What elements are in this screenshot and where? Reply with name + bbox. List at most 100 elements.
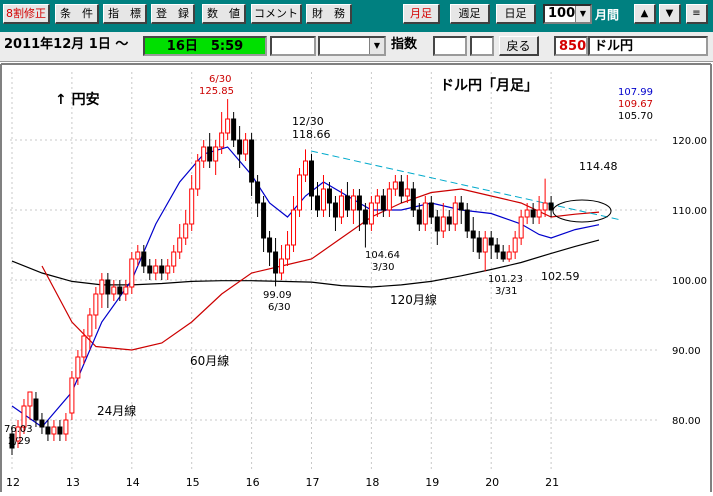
candle-body: [434, 216, 440, 232]
candle-body: [273, 251, 279, 274]
candle-body: [482, 237, 488, 253]
x-tick-label: 21: [545, 476, 559, 489]
candle-body: [452, 202, 458, 225]
ma24-label: 24月線: [97, 403, 136, 418]
candle-body: [249, 139, 255, 183]
candle-body: [500, 251, 506, 260]
chevron-down-icon: ▼: [575, 6, 590, 22]
chevron-down-icon: ▼: [369, 38, 384, 54]
date-range-text: 2011年12月 1日 〜: [4, 37, 129, 52]
comment-button[interactable]: コメント: [251, 4, 302, 24]
ma60-label: 60月線: [190, 353, 229, 368]
index-select[interactable]: ▼: [318, 36, 386, 56]
weekly-button[interactable]: 週足: [450, 4, 490, 24]
candle-body: [27, 391, 33, 407]
low4-value-label: 102.59: [541, 270, 580, 283]
candle-body: [344, 195, 350, 211]
candle-body: [213, 146, 219, 162]
candle-body: [171, 251, 177, 267]
low1-value-label: 104.64: [365, 250, 400, 261]
monthly-button[interactable]: 月足: [403, 4, 440, 24]
candle-body: [243, 139, 249, 155]
candle-body: [117, 286, 123, 295]
scroll-down-button[interactable]: ▼: [659, 4, 681, 24]
candle-body: [362, 209, 368, 225]
legend-ma60: 109.67: [618, 99, 653, 110]
high-value-label: 125.85: [199, 86, 234, 97]
low3-value-label: 101.23: [488, 274, 523, 285]
candle-body: [506, 251, 512, 260]
candle-body: [530, 209, 536, 218]
symbol-name: ドル円: [588, 36, 708, 56]
low2-date-label: 6/30: [268, 302, 290, 313]
candle-body: [291, 209, 297, 246]
x-tick-label: 13: [66, 476, 80, 489]
resistance-trendline: [310, 150, 622, 221]
candle-body: [57, 426, 63, 435]
low3-date-label: 3/31: [495, 286, 517, 297]
candle-body: [518, 216, 524, 239]
candle-body: [512, 237, 518, 253]
candle-body: [416, 209, 422, 225]
highlight-ellipse: [552, 199, 612, 223]
chart-area[interactable]: ↑ 円安 ドル円「月足」 107.99 109.67 105.70 6/30 1…: [0, 62, 713, 492]
candle-body: [69, 377, 75, 414]
chart-title: ドル円「月足」: [440, 77, 538, 94]
candle-body: [183, 223, 189, 239]
ma120-line: [11, 239, 600, 288]
candle-body: [374, 195, 380, 204]
bottom-value-label: 76.03: [4, 424, 33, 435]
legend-ma120: 105.70: [618, 111, 653, 122]
candle-body: [488, 237, 494, 246]
candle-body: [470, 230, 476, 239]
recent-high-label: 114.48: [579, 160, 618, 173]
symbol-code[interactable]: 850: [554, 36, 588, 56]
values-button[interactable]: 数 値: [202, 4, 246, 24]
candlestick-chart[interactable]: ↑ 円安 ドル円「月足」 107.99 109.67 105.70 6/30 1…: [0, 62, 713, 492]
candle-body: [524, 209, 530, 218]
candle-body: [177, 237, 183, 253]
blank-field-1[interactable]: [270, 36, 316, 56]
candle-body: [81, 335, 87, 358]
main-toolbar: 8割修正 条 件 指 標 登 録 数 値 コメント 財 務 月足 週足 日足 1…: [0, 0, 713, 32]
y-tick-label: 80.00: [672, 416, 701, 427]
count-value: 100: [548, 6, 576, 21]
indicator-button[interactable]: 指 標: [103, 4, 147, 24]
candle-body: [548, 202, 554, 211]
candle-body: [356, 195, 362, 211]
register-button[interactable]: 登 録: [151, 4, 195, 24]
blank-field-2[interactable]: [433, 36, 467, 56]
candle-body: [320, 188, 326, 211]
x-tick-label: 19: [425, 476, 439, 489]
candle-body: [314, 195, 320, 211]
candle-body: [446, 216, 452, 225]
ma120-label: 120月線: [390, 292, 437, 307]
index-label: 指数: [391, 37, 418, 52]
period-label: 月間: [595, 8, 620, 22]
candle-body: [165, 265, 171, 274]
split-adjust-button[interactable]: 8割修正: [3, 4, 50, 24]
candle-body: [141, 251, 147, 267]
y-tick-label: 120.00: [672, 136, 707, 147]
scroll-up-button[interactable]: ▲: [634, 4, 656, 24]
candle-body: [129, 258, 135, 288]
condition-button[interactable]: 条 件: [55, 4, 99, 24]
candle-body: [440, 216, 446, 232]
candle-body: [63, 419, 69, 435]
financials-button[interactable]: 財 務: [306, 4, 352, 24]
peak2-date-label: 12/30: [292, 115, 324, 128]
count-select[interactable]: 100 ▼: [543, 4, 592, 24]
x-tick-label: 18: [365, 476, 379, 489]
candle-body: [303, 160, 309, 176]
candle-body: [476, 237, 482, 253]
candle-body: [51, 426, 57, 435]
blank-field-3[interactable]: [470, 36, 494, 56]
legend-ma24: 107.99: [618, 87, 653, 98]
x-tick-label: 20: [485, 476, 499, 489]
candle-body: [21, 405, 27, 428]
ma60-line: [41, 188, 600, 351]
back-button[interactable]: 戻る: [499, 36, 539, 56]
menu-button[interactable]: ≡: [686, 4, 708, 24]
candle-body: [392, 181, 398, 190]
daily-button[interactable]: 日足: [496, 4, 536, 24]
